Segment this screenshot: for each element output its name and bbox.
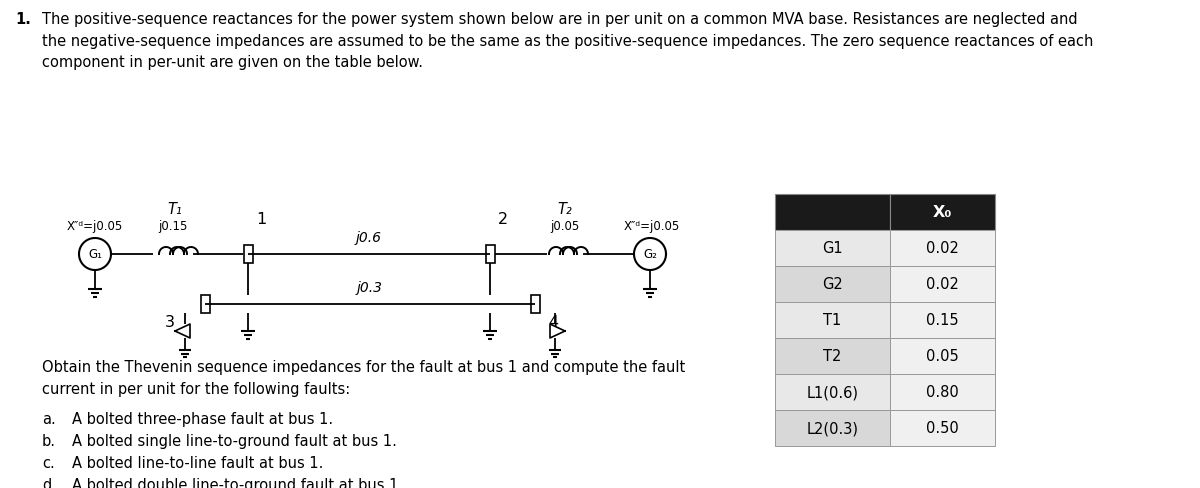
Text: X″ᵈ=j0.05: X″ᵈ=j0.05: [624, 220, 680, 232]
Text: G₁: G₁: [88, 248, 102, 261]
Text: c.: c.: [42, 455, 55, 470]
Text: j0.05: j0.05: [551, 220, 580, 232]
Bar: [775, 230, 890, 266]
Text: T₁: T₁: [168, 202, 182, 217]
Bar: [200, 295, 210, 313]
Text: G₂: G₂: [643, 248, 656, 261]
Text: 0.50: 0.50: [926, 421, 959, 436]
Bar: [890, 303, 995, 338]
Bar: [244, 245, 252, 264]
Bar: [775, 195, 890, 230]
Bar: [775, 303, 890, 338]
Text: X₀: X₀: [932, 205, 952, 220]
Text: 0.05: 0.05: [926, 349, 959, 364]
Bar: [775, 410, 890, 446]
Bar: [486, 245, 494, 264]
Text: Obtain the Thevenin sequence impedances for the fault at bus 1 and compute the f: Obtain the Thevenin sequence impedances …: [42, 359, 685, 396]
Text: 0.02: 0.02: [926, 277, 959, 292]
Text: X″ᵈ=j0.05: X″ᵈ=j0.05: [67, 220, 124, 232]
Text: j0.6: j0.6: [356, 230, 382, 244]
Text: L1(0.6): L1(0.6): [806, 385, 858, 400]
Text: 0.02: 0.02: [926, 241, 959, 256]
Text: 0.15: 0.15: [926, 313, 959, 328]
Bar: [890, 195, 995, 230]
Text: A bolted line-to-line fault at bus 1.: A bolted line-to-line fault at bus 1.: [72, 455, 323, 470]
Text: 3: 3: [166, 314, 175, 329]
Text: T1: T1: [823, 313, 841, 328]
Text: 0.80: 0.80: [926, 385, 959, 400]
Bar: [775, 374, 890, 410]
Text: T2: T2: [823, 349, 841, 364]
Text: j0.15: j0.15: [158, 220, 187, 232]
Text: j0.3: j0.3: [358, 281, 383, 294]
Text: A bolted single line-to-ground fault at bus 1.: A bolted single line-to-ground fault at …: [72, 433, 397, 448]
Text: 1.: 1.: [14, 12, 31, 27]
Bar: [530, 295, 540, 313]
Text: 2: 2: [498, 212, 508, 226]
Text: G2: G2: [822, 277, 842, 292]
Text: a.: a.: [42, 411, 55, 426]
Bar: [890, 374, 995, 410]
Bar: [775, 266, 890, 303]
Text: G1: G1: [822, 241, 842, 256]
Text: L2(0.3): L2(0.3): [806, 421, 858, 436]
Text: The positive-sequence reactances for the power system shown below are in per uni: The positive-sequence reactances for the…: [42, 12, 1093, 70]
Bar: [775, 338, 890, 374]
Text: A bolted three-phase fault at bus 1.: A bolted three-phase fault at bus 1.: [72, 411, 334, 426]
Text: A bolted double line-to-ground fault at bus 1.: A bolted double line-to-ground fault at …: [72, 477, 403, 488]
Text: 4: 4: [548, 314, 558, 329]
Bar: [890, 410, 995, 446]
Bar: [890, 266, 995, 303]
Bar: [890, 230, 995, 266]
Text: T₂: T₂: [558, 202, 572, 217]
Text: d.: d.: [42, 477, 56, 488]
Bar: [890, 338, 995, 374]
Text: 1: 1: [256, 212, 266, 226]
Text: b.: b.: [42, 433, 56, 448]
